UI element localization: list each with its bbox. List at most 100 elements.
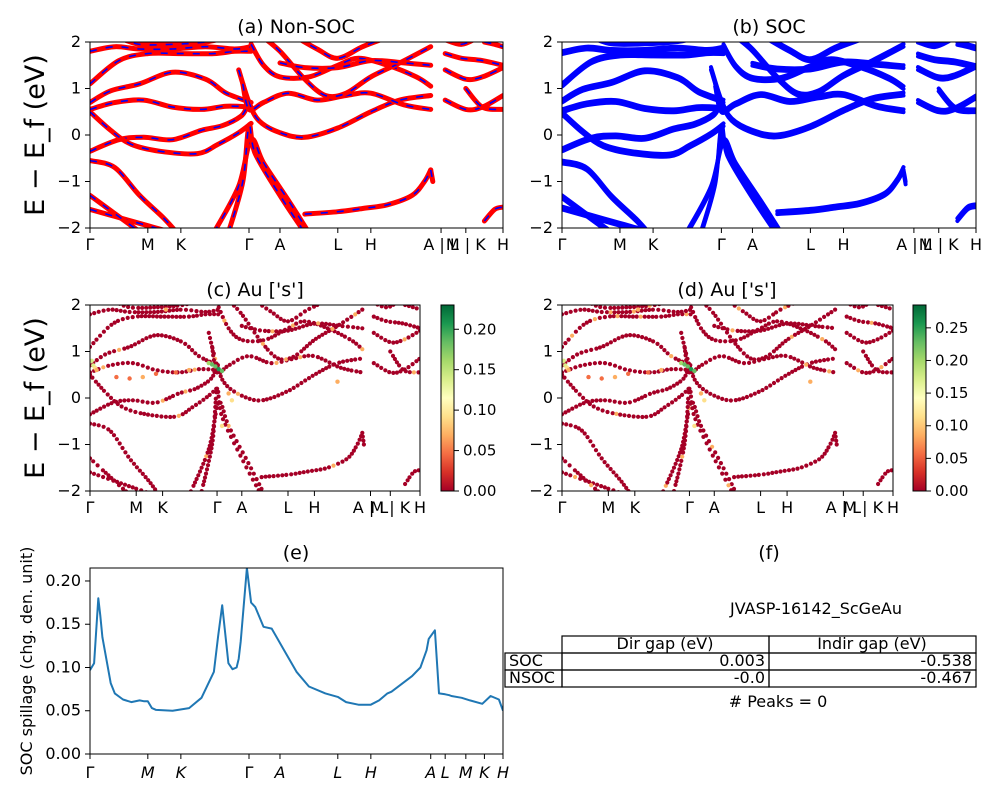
projection-point [217,400,222,405]
projection-point [349,358,354,363]
projection-point [178,314,183,319]
projection-point [660,388,665,393]
projection-point [403,322,409,327]
projection-point [159,414,164,419]
projection-point [226,326,231,331]
projection-point [259,475,264,480]
projection-point [203,309,208,315]
projection-point [876,369,881,374]
projection-point [562,412,565,417]
projection-point [324,299,328,303]
band-dash [444,94,503,111]
projection-point [345,367,350,372]
projection-point [90,375,95,380]
projection-point [605,463,610,468]
projection-point [96,423,101,428]
projection-point [573,308,578,313]
band-dash [90,99,252,111]
band-dash [444,66,503,81]
projection-point [631,309,637,314]
projection-point [816,324,822,329]
projection-point [606,486,611,491]
projection-point [659,344,664,349]
projection-point [183,307,189,312]
projection-point [573,329,579,334]
projection-point [848,333,853,338]
projection-point [353,445,358,450]
band-line [916,65,976,82]
projection-point [668,385,673,390]
projection-point [778,353,784,358]
projection-point [640,414,645,420]
projection-point [717,354,722,359]
projection-point [729,488,734,491]
projection-point [416,468,420,473]
projection-point [570,333,575,338]
projection-point [616,305,621,310]
projection-point [183,389,188,394]
projection-point [687,386,692,391]
projection-point [138,411,143,416]
projection-point [587,401,593,407]
projection-point [164,397,169,402]
projection-point [758,319,763,324]
projection-point [594,398,599,403]
projection-point [155,400,160,405]
projection-point [568,423,573,428]
projection-point [586,300,590,304]
band-dash [302,42,377,60]
projection-point [315,355,320,360]
band-dash [304,169,432,215]
projection-point [661,301,665,305]
projection-point [694,380,700,386]
projection-point [808,330,814,336]
x-tick-label: H [838,235,850,254]
projection-point [180,412,185,417]
projection-point [194,476,199,482]
projection-point [624,485,629,490]
projection-point [698,391,704,396]
projection-point [342,334,347,339]
projection-point [264,360,269,365]
projection-point [212,312,217,317]
projection-point [150,400,155,405]
projection-point [581,322,586,327]
projection-point [148,481,153,486]
projection-point [864,370,869,375]
colorbar-tick-label: 0.15 [935,384,968,402]
projection-point [360,347,365,352]
projection-point [829,325,835,330]
y-tick-label: 0 [71,125,81,144]
projection-point [174,314,179,319]
projection-point [683,433,688,439]
axes-frame [561,304,894,492]
projection-point [795,300,799,304]
band-line [936,86,976,112]
projection-point [201,356,206,361]
projection-point [671,312,676,317]
projection-point [586,308,591,313]
projection-point [403,369,408,374]
projection-point [269,361,274,366]
projection-point [400,321,405,326]
projection-point [593,305,598,308]
band-line [562,204,646,228]
projection-point [754,328,759,334]
projection-point [562,312,565,317]
projection-point [208,450,213,455]
projection-point [782,468,787,473]
projection-point [751,316,756,321]
projection-point [804,322,809,328]
projection-point [654,314,659,319]
projection-point [355,441,360,446]
projection-point [193,300,197,304]
x-tick-label: H [970,235,982,254]
projection-point [562,370,565,375]
y-tick-label: 0.05 [45,701,81,720]
projection-point [675,457,680,463]
axes-frame [89,304,421,492]
projection-point [167,305,172,309]
projection-point [692,377,697,382]
projection-point [673,397,678,402]
x-tick-label: A | L [896,235,932,254]
